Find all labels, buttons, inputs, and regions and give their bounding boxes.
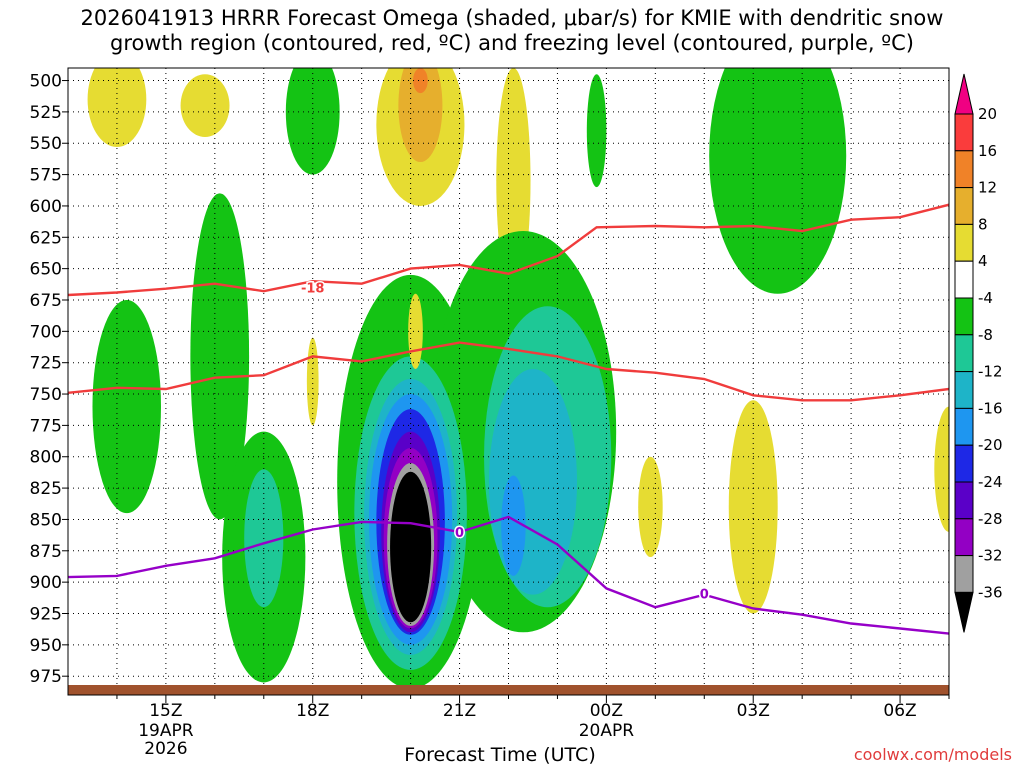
colorbar-label--12: -12 (978, 363, 1003, 381)
y-tick-label-575: 575 (30, 166, 62, 186)
omega-feature-4_8 (87, 68, 147, 147)
omega-feature-12_16 (413, 68, 428, 94)
colorbar-swatch--12_-8 (954, 334, 974, 373)
x-axis-title: Forecast Time (UTC) (404, 744, 596, 766)
omega-feature-4_8 (728, 400, 778, 614)
y-tick-label-900: 900 (30, 573, 62, 593)
colorbar-swatch-16_20 (954, 113, 974, 152)
contour-dgz_lower (68, 341, 949, 402)
colorbar-label--16: -16 (978, 399, 1003, 417)
colorbar-swatch--4_4 (954, 260, 974, 299)
omega-feature--8_-4 (285, 68, 340, 175)
y-tick-label-500: 500 (30, 72, 62, 92)
omega-feature--8_-4 (92, 299, 161, 514)
y-tick-label-800: 800 (30, 448, 62, 468)
y-tick-label-675: 675 (30, 291, 62, 311)
y-tick-label-825: 825 (30, 479, 62, 499)
colorbar-swatch-4_8 (954, 223, 974, 262)
x-tick-label-06Z: 06Z (883, 701, 916, 721)
omega-feature--8_-4 (190, 193, 250, 520)
omega-feature-le_-36 (390, 471, 432, 623)
ground-surface (68, 685, 949, 695)
chart-title-line1: 2026041913 HRRR Forecast Omega (shaded, … (80, 6, 944, 30)
colorbar-label-16: 16 (978, 142, 997, 160)
colorbar: 20 16 12 8 4 -4 -8 -12 -16 -20 -24 -28 -32 -36 (954, 73, 1003, 633)
colorbar-label--32: -32 (978, 547, 1003, 565)
grid-lines (68, 68, 949, 695)
y-tick-label-925: 925 (30, 604, 62, 624)
omega-feature--8_-4 (586, 74, 607, 188)
colorbar-swatch--8_-4 (954, 297, 974, 336)
colorbar-swatch--36_-32 (954, 555, 974, 593)
y-tick-label-950: 950 (30, 636, 62, 656)
colorbar-label--8: -8 (978, 326, 993, 344)
omega-feature--20_-16 (501, 475, 526, 576)
y-axis: 500 525 550 575 600 625 650 675 700 725 750 775 800 8… (30, 72, 68, 687)
contour-lines: -18 0 0 (68, 203, 949, 635)
contour-dgz_upper (68, 203, 949, 297)
chart-title: 2026041913 HRRR Forecast Omega (shaded, … (0, 6, 1024, 56)
y-tick-label-850: 850 (30, 510, 62, 530)
contour-freezing_level (68, 515, 949, 635)
colorbar-label-8: 8 (978, 215, 988, 233)
colorbar-swatch-8_12 (954, 187, 974, 225)
x-tick-sublabel-20APR: 20APR (579, 721, 635, 741)
omega-feature-8_12 (398, 68, 443, 163)
chart-title-line2: growth region (contoured, red, ºC) and f… (110, 31, 914, 55)
x-tick-label-21Z: 21Z (443, 701, 476, 721)
x-tick-label-03Z: 03Z (737, 701, 770, 721)
y-tick-label-975: 975 (30, 667, 62, 687)
y-tick-label-775: 775 (30, 416, 62, 436)
y-tick-label-525: 525 (30, 103, 62, 123)
colorbar-label--36: -36 (978, 583, 1003, 601)
x-tick-label-00Z: 00Z (590, 701, 623, 721)
omega-feature-4_8 (306, 337, 319, 426)
x-tick-sublabel-19APR: 19APR (138, 721, 194, 741)
contour-label-dgz_upper: -18 (301, 281, 325, 296)
x-tick-sublabel-2026: 2026 (144, 739, 187, 759)
y-tick-label-550: 550 (30, 134, 62, 154)
y-tick-label-725: 725 (30, 354, 62, 374)
colorbar-swatch-le_-36 (954, 591, 974, 633)
colorbar-label--28: -28 (978, 510, 1003, 528)
colorbar-swatch--28_-24 (954, 481, 974, 520)
y-tick-label-700: 700 (30, 322, 62, 342)
omega-feature-4_8 (408, 293, 423, 369)
contour-label-freezing_level: 0 (700, 587, 709, 602)
y-tick-label-750: 750 (30, 385, 62, 405)
y-tick-label-650: 650 (30, 260, 62, 280)
colorbar-label-4: 4 (978, 252, 988, 270)
omega-feature-4_8 (180, 74, 230, 137)
colorbar-label-12: 12 (978, 179, 997, 197)
omega-feature-4_8 (934, 406, 949, 532)
colorbar-swatch--32_-28 (954, 518, 974, 557)
colorbar-swatch-ge_20 (954, 73, 974, 115)
colorbar-swatch--20_-16 (954, 407, 974, 446)
colorbar-label-20: 20 (978, 105, 997, 123)
colorbar-label--24: -24 (978, 473, 1003, 491)
colorbar-swatch--24_-20 (954, 444, 974, 483)
y-tick-label-600: 600 (30, 197, 62, 217)
y-tick-label-625: 625 (30, 228, 62, 248)
colorbar-label--4: -4 (978, 289, 993, 307)
contour-label-freezing_level: 0 (455, 526, 464, 541)
credit-text[interactable]: coolwx.com/models (853, 745, 1012, 764)
colorbar-label--20: -20 (978, 436, 1003, 454)
omega-feature-4_8 (638, 456, 663, 558)
x-tick-label-18Z: 18Z (296, 701, 329, 721)
x-tick-label-15Z: 15Z (149, 701, 182, 721)
colorbar-swatch--16_-12 (954, 371, 974, 409)
colorbar-swatch-12_16 (954, 150, 974, 189)
y-tick-label-875: 875 (30, 542, 62, 562)
omega-feature--16_-12 (488, 368, 578, 595)
omega-feature--8_-4 (709, 68, 847, 294)
